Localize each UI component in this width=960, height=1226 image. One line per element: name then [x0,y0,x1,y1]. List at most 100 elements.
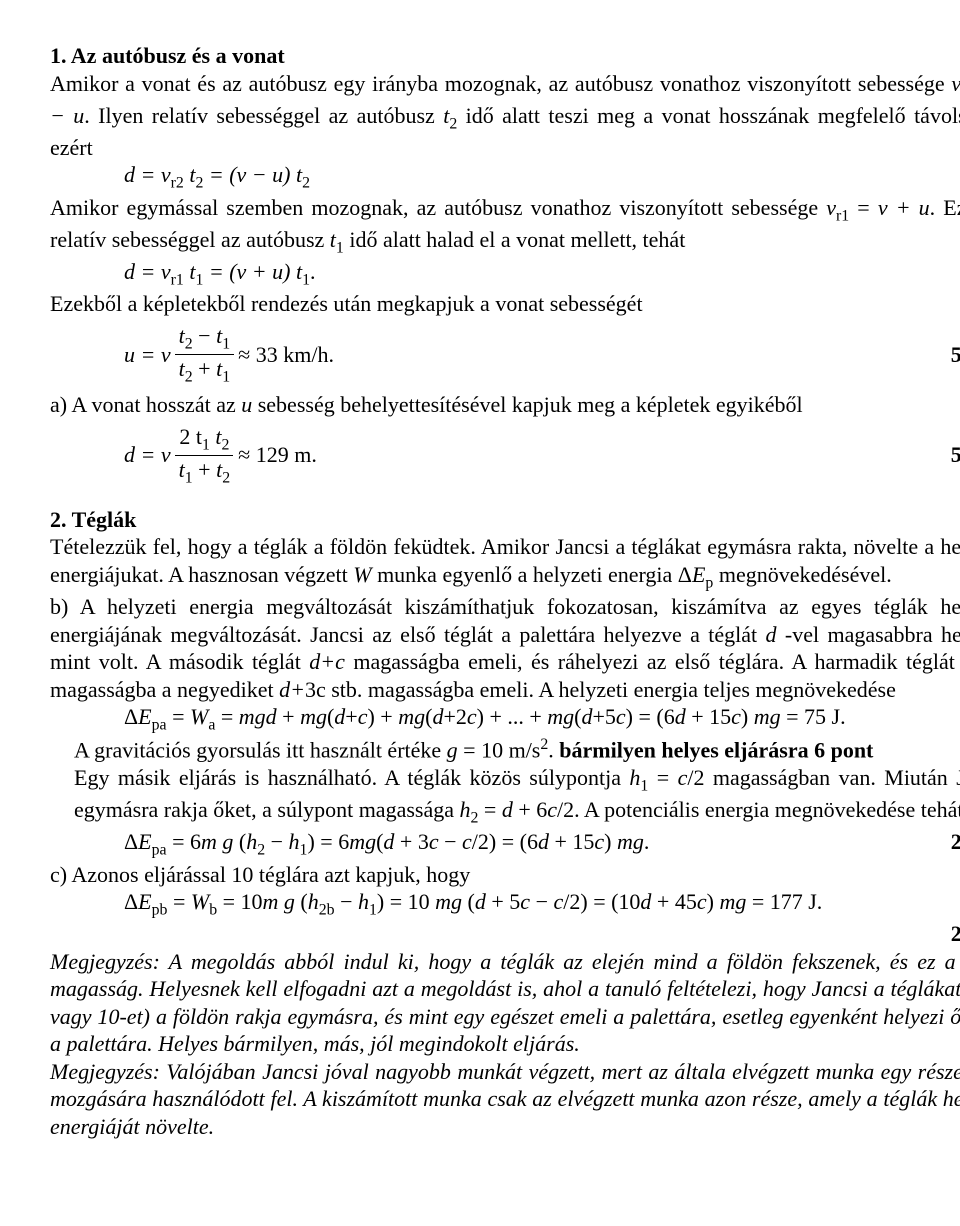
p2-eqEpa2: ΔEpa = 6m g (h2 − h1) = 6mg(d + 3c − c/2… [50,828,649,860]
p1-eq2-m2: = (v + u) t [203,259,302,284]
p1-points-5b: 5 pont [951,441,960,469]
p1-eqU-post: ≈ 33 km/h. [238,341,334,369]
p2-eqEpa2-sub: pa [152,842,167,859]
p2-alt4: = [478,797,501,822]
p2-alt-c: c [547,797,557,822]
p1-l4-post: sebesség behelyettesítésével kapjuk meg … [252,392,802,417]
p2-eqEpb-subW: b [209,902,217,919]
p1-l2-v: v [826,195,836,220]
fd2bs: 2 [222,469,230,486]
p2-eqEpa2-row: ΔEpa = 6m g (h2 − h1) = 6mg(d + 3c − c/2… [50,828,960,860]
p1-l2-sub: r1 [836,207,849,224]
p2-pts2b: 2 pont [50,920,960,948]
p2-pts2a: 2 pont [951,828,960,856]
p1-eq2-s1: r1 [171,271,184,288]
p1-eqD-post: ≈ 129 m. [238,441,317,469]
p2-b-d3cs: 3c stb. magasságba emeli. A helyzeti ene… [305,677,896,702]
p2-c: c) Azonos eljárással 10 téglára azt kapj… [50,861,960,889]
p1-l1-v: v [951,71,960,96]
p2-b-dc: d+c [309,649,345,674]
fn2bs: 2 [222,436,230,453]
p1-l2-t1s: 1 [336,239,344,256]
p2-alt-d: d [502,797,513,822]
p1-points-5a: 5 pont [951,341,960,369]
p2-grav: A gravitációs gyorsulás itt használt ért… [50,735,960,764]
p2-alt: Egy másik eljárás is használható. A tégl… [50,764,960,828]
p2-alt-c2: c [678,765,688,790]
p1-eqU-row: u = v t2 − t1 t2 + t1 ≈ 33 km/h. 5 pont [50,322,960,387]
p2-eqEpb-sub: pb [152,902,168,919]
p2-b-m3: magasságba a negyediket [50,677,279,702]
p2-eqEpa-rest: = mgd + mg(d+c) + mg(d+2c) + ... + mg(d+… [215,704,845,729]
p2-eqEpa-sub: pa [152,716,167,733]
p1-eq1-m2: = (v − u) t [203,162,302,187]
fn2b: t [210,424,222,449]
p2-note1: Megjegyzés: A megoldás abból indul ki, h… [50,948,960,1058]
fn1m: − [193,323,216,348]
p2-note2: Megjegyzés: Valójában Jancsi jóval nagyo… [50,1058,960,1141]
p1-l1a: Amikor a vonat és az autóbusz egy irányb… [50,71,951,96]
fd1m: + [193,356,216,381]
p2-b-d: d [766,622,777,647]
p1-eqD: d = v 2 t1 t2 t1 + t2 ≈ 129 m. [50,423,317,488]
p2-title: 2. Téglák [50,506,960,534]
p1-l4-pre: a) A vonat hosszát az [50,392,241,417]
p1-line1: Amikor a vonat és az autóbusz egy irányb… [50,70,960,162]
p1-eq1: d = vr2 t2 = (v − u) t2 [50,161,960,193]
p2-alt-h1: h [629,765,640,790]
p2-b: b) A helyzeti energia megváltozását kisz… [50,593,960,703]
p1-eqD-frac: 2 t1 t2 t1 + t2 [175,423,235,488]
p1-eq1-s1: r2 [171,175,184,192]
fd1s: 2 [185,368,193,385]
p2epb1: 1 [369,902,377,919]
p1-eqD-row: d = v 2 t1 t2 t1 + t2 ≈ 129 m. 5 pont [50,423,960,488]
p1-eq1-a: d = v [124,162,171,187]
p2-E: E [692,562,705,587]
p2ep2h2: 2 [257,842,265,859]
p1-l4-u: u [241,392,252,417]
p1-eqU-pre: u = v [124,342,171,367]
p2-grav1: A gravitációs gyorsulás itt használt ért… [74,738,447,763]
p2-eqEpa: ΔEpa = Wa = mgd + mg(d+c) + mg(d+2c) + .… [50,703,960,735]
p1-eq2-m1: t [184,259,196,284]
p2-eqEpb: ΔEpb = Wb = 10m g (h2b − h1) = 10 mg (d … [50,888,960,920]
p2-W: W [353,562,371,587]
fd2m: + [193,457,216,482]
p1-eq2-end: . [310,259,316,284]
p1-line3: Ezekből a képletekből rendezés után megk… [50,290,960,318]
fn2s: 1 [202,436,210,453]
p2-alt2: = [648,765,677,790]
p2-p1b: munka egyenlő a helyzeti energia Δ [372,562,692,587]
p1-eq2-s3: 1 [302,271,310,288]
fn1bs: 1 [222,335,230,352]
p2-alt-h2: h [459,797,470,822]
p2-alt6: /2. A potenciális energia megnövekedése … [557,797,960,822]
p1-eq1-m1: t [184,162,196,187]
p1-line2: Amikor egymással szemben mozognak, az au… [50,194,960,258]
p1-eqU-frac: t2 − t1 t2 + t1 [175,322,235,387]
p2-para1: Tételezzük fel, hogy a téglák a földön f… [50,533,960,593]
p2-grav3: . [548,738,559,763]
p1-l2-eq: v + u [878,195,930,220]
p1-title: 1. Az autóbusz és a vonat [50,42,960,70]
fd1bs: 1 [222,368,230,385]
p1-line4: a) A vonat hosszát az u sebesség behelye… [50,391,960,419]
fd2s: 1 [185,469,193,486]
p2epb2b: 2b [319,902,335,919]
p1-l2a: Amikor egymással szemben mozognak, az au… [50,195,826,220]
p1-eqD-pre: d = v [124,442,171,467]
p2-b-d3c: d+ [279,677,305,702]
fn2: 2 t [179,424,202,449]
p2-grav-g: g [447,738,458,763]
p1-l1-end: . Ilyen relatív sebességgel az autóbusz [84,103,443,128]
p2-b-m2: magasságba emeli, és ráhelyezi az első t… [345,649,960,674]
p2-alt5: + 6 [513,797,547,822]
p1-l2-mid: = [849,195,878,220]
p1-eq2-a: d = v [124,259,171,284]
p2-alt1: Egy másik eljárás is használható. A tégl… [74,765,629,790]
fn1s: 2 [185,335,193,352]
p2-grav-points: bármilyen helyes eljárásra 6 pont [559,738,873,763]
p2-grav2: = 10 m/s [458,738,541,763]
p1-eqU: u = v t2 − t1 t2 + t1 ≈ 33 km/h. [50,322,334,387]
p2-p1c: megnövekedésével. [713,562,891,587]
